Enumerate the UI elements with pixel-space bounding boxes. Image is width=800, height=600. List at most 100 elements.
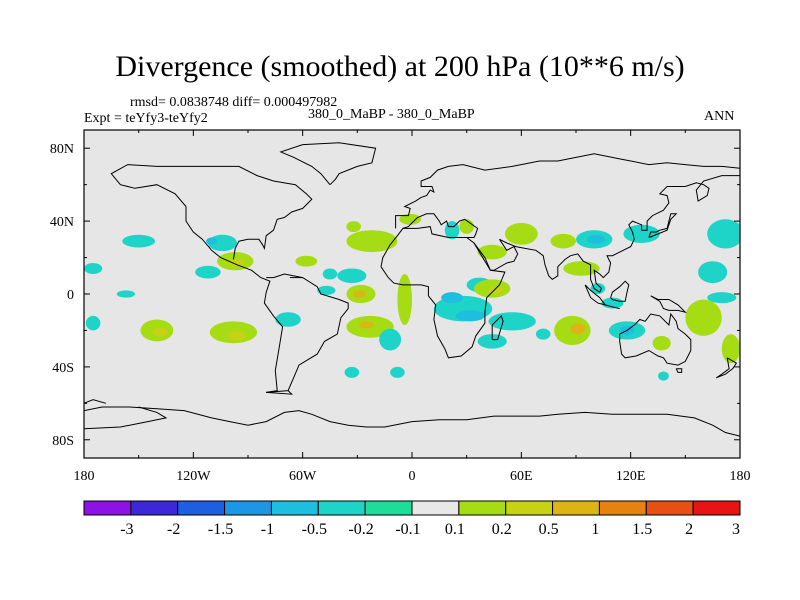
colorbar-label: 0.2 [492, 521, 512, 538]
contour-region [455, 310, 485, 322]
contour-region [459, 219, 474, 234]
contour-region [623, 224, 660, 243]
chart-title: Divergence (smoothed) at 200 hPa (10**6 … [115, 50, 685, 83]
contour-region [504, 222, 538, 245]
coastline [279, 142, 377, 186]
colorbar-swatch [317, 500, 366, 516]
contour-region [85, 315, 101, 331]
contour-region [275, 312, 301, 327]
colorbar-swatch [692, 500, 741, 516]
colorbar-label: -1.5 [208, 521, 233, 538]
x-tick-label: 180 [730, 469, 751, 484]
contour-region [322, 268, 338, 280]
colorbar-swatch [130, 500, 179, 516]
coastline [716, 357, 738, 379]
coastline [473, 239, 519, 271]
coastline [84, 399, 107, 404]
coastline [648, 213, 678, 238]
colorbar-swatch [458, 500, 507, 516]
coastline [266, 390, 294, 395]
contour-region [550, 233, 576, 249]
contour-region [317, 285, 336, 295]
contour-region [477, 244, 507, 260]
experiment-text: Expt = teYfy3-teYfy2 [84, 111, 208, 126]
season-label: ANN [704, 109, 735, 124]
contour-region [441, 292, 464, 304]
x-tick-label: 120E [616, 469, 646, 484]
contour-region [707, 219, 740, 249]
x-tick-label: 60W [289, 469, 317, 484]
x-tick-label: 60E [510, 469, 533, 484]
colorbar-swatch [552, 500, 600, 516]
contour-fill-layer [84, 213, 740, 381]
contour-region [116, 290, 136, 298]
case-label: 380_0_MaBP - 380_0_MaBP [308, 107, 475, 122]
contour-region [344, 366, 360, 378]
coastline [395, 153, 740, 229]
colorbar-swatch [598, 500, 647, 516]
coastline [266, 273, 349, 393]
contour-region [229, 259, 245, 267]
axis-ticks: 180 120W 60W 0 60E 120E 180 80N 40N 0 40S 80S [50, 130, 751, 484]
colorbar-label: 0.5 [539, 521, 559, 538]
colorbar-label: -3 [120, 521, 133, 538]
colorbar-label: 1.5 [632, 521, 652, 538]
contour-region [390, 366, 405, 378]
colorbar-swatch [83, 500, 132, 516]
y-tick-label: 40N [50, 215, 74, 230]
y-tick-label: 80N [50, 142, 74, 157]
contour-region [227, 331, 247, 341]
colorbar-swatch [411, 500, 460, 516]
contour-region [346, 230, 398, 253]
y-tick-label: 40S [52, 361, 74, 376]
stats-text: rmsd= 0.0838748 diff= 0.000497982 [130, 95, 338, 110]
contour-region [195, 265, 221, 279]
plot-background [84, 130, 740, 458]
colorbar-label: -0.5 [302, 521, 327, 538]
colorbar-label: -0.2 [348, 521, 373, 538]
colorbar-swatch [505, 500, 554, 516]
contour-region [685, 299, 722, 336]
coastline [610, 280, 630, 302]
contour-region [153, 327, 168, 337]
colorbar-swatch [270, 500, 319, 516]
contour-region [488, 286, 504, 294]
coastline [491, 314, 504, 341]
contour-region [721, 334, 740, 364]
contour-region [206, 237, 218, 245]
contour-region [352, 290, 366, 298]
coastline [185, 206, 284, 393]
contour-region [295, 255, 318, 267]
contour-region [477, 334, 507, 349]
colorbar-label: 0.1 [445, 521, 465, 538]
contour-region [397, 273, 413, 325]
x-tick-label: 120W [176, 469, 211, 484]
coastline [675, 368, 683, 373]
contour-region [570, 323, 586, 335]
x-tick-label: 180 [74, 469, 95, 484]
contour-region [346, 221, 361, 233]
coastline [84, 406, 168, 430]
colorbar-label: -1 [261, 521, 274, 538]
contour-region [379, 328, 402, 351]
colorbar-label: 2 [685, 521, 693, 538]
colorbar-label: 3 [732, 521, 740, 538]
colorbar-label: -2 [167, 521, 180, 538]
contour-region [359, 321, 374, 329]
coastline [110, 164, 313, 260]
contour-region [337, 268, 367, 284]
colorbar-swatch [224, 500, 272, 516]
contour-region [698, 261, 728, 284]
contour-region [84, 263, 103, 274]
colorbar-swatch [645, 500, 694, 516]
colorbar-label: 1 [591, 521, 599, 538]
contour-region [652, 335, 671, 351]
contour-region [586, 234, 606, 244]
colorbar: -3 -2 -1.5 -1 -0.5 -0.2 -0.1 0.1 0.2 0.5 1 1.5 2 3 [83, 500, 741, 538]
coastline [380, 226, 506, 359]
contour-region [590, 283, 606, 294]
coastline [402, 213, 479, 238]
coastline [605, 304, 620, 310]
coastline [650, 295, 687, 314]
